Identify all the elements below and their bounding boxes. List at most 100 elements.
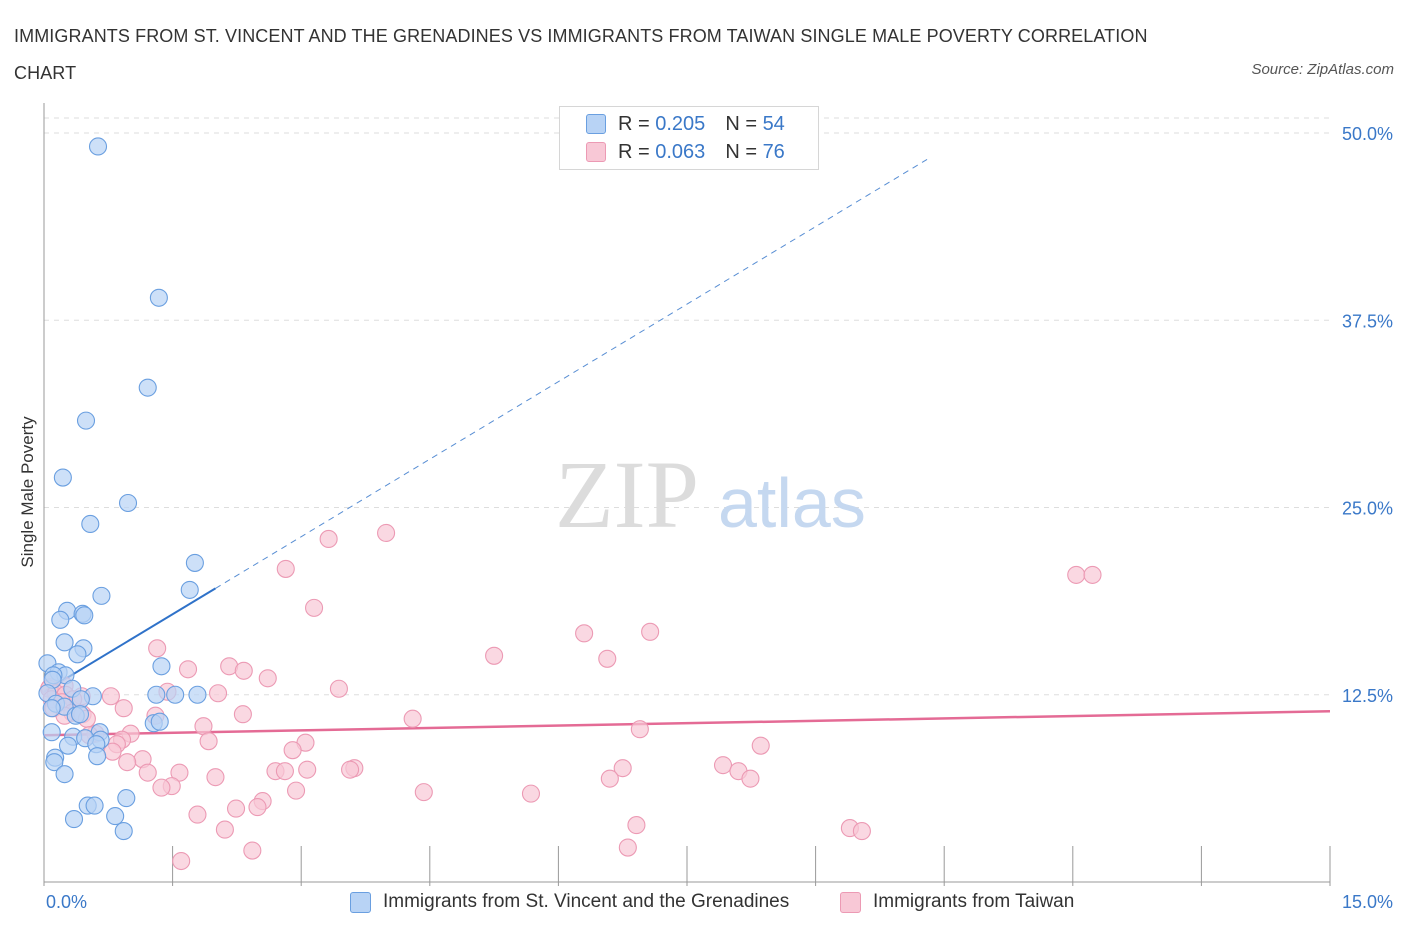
watermark: ZIP atlas	[555, 441, 866, 548]
point-taiwan	[305, 598, 324, 617]
legend-swatch-pink	[586, 142, 606, 162]
legend-r-value: 0.063	[655, 140, 706, 163]
point-vincent	[185, 553, 204, 572]
point-taiwan	[215, 820, 234, 839]
x-tick-label: 15.0%	[1342, 892, 1393, 912]
x-tick-label: 0.0%	[46, 892, 87, 912]
point-taiwan	[101, 687, 120, 706]
point-taiwan	[118, 753, 137, 772]
point-taiwan	[194, 717, 213, 736]
point-vincent	[75, 606, 94, 625]
point-vincent	[71, 690, 90, 709]
point-taiwan	[485, 646, 504, 665]
trend-line-taiwan	[43, 709, 1331, 737]
legend: R = 0.205 N = 54 R = 0.063 N = 76	[559, 106, 819, 170]
legend-row-pink: R = 0.063 N = 76	[586, 140, 785, 164]
point-taiwan	[329, 679, 348, 698]
point-taiwan	[575, 624, 594, 643]
point-vincent	[85, 796, 104, 815]
point-taiwan	[283, 741, 302, 760]
y-axis-label: Single Male Poverty	[18, 416, 37, 568]
point-taiwan	[248, 798, 267, 817]
point-vincent	[55, 633, 74, 652]
point-taiwan	[598, 649, 617, 668]
point-taiwan	[199, 732, 218, 751]
point-taiwan	[641, 622, 660, 641]
legend-r-label: R =	[618, 140, 650, 163]
bottom-legend-label: Immigrants from Taiwan	[873, 891, 1075, 912]
point-vincent	[81, 514, 100, 534]
bottom-legend-item-taiwan: Immigrants from Taiwan	[840, 889, 1074, 915]
point-taiwan	[152, 778, 171, 797]
legend-n-label: N =	[725, 140, 757, 163]
point-vincent	[180, 580, 199, 599]
point-vincent	[55, 765, 74, 784]
bottom-legend-item-vincent: Immigrants from St. Vincent and the Gren…	[350, 889, 789, 915]
point-vincent	[42, 723, 61, 742]
legend-r-label: R =	[618, 112, 650, 135]
point-taiwan	[114, 699, 133, 718]
point-vincent	[45, 753, 64, 772]
point-vincent	[92, 586, 111, 605]
point-vincent	[51, 610, 70, 629]
point-vincent	[88, 137, 108, 156]
point-taiwan	[234, 661, 253, 680]
point-vincent	[118, 493, 138, 513]
legend-row-blue: R = 0.205 N = 54	[586, 112, 785, 136]
point-vincent	[117, 789, 136, 808]
point-taiwan	[206, 768, 225, 787]
point-vincent	[70, 705, 90, 724]
point-taiwan	[1067, 565, 1086, 584]
point-taiwan	[341, 760, 360, 779]
bottom-legend-label: Immigrants from St. Vincent and the Gren…	[383, 891, 790, 912]
point-taiwan	[170, 763, 189, 782]
point-vincent	[188, 685, 207, 704]
point-vincent	[149, 288, 168, 307]
point-vincent	[114, 822, 133, 841]
bottom-legend-swatch-blue	[350, 891, 371, 913]
point-taiwan	[188, 805, 207, 824]
point-taiwan	[298, 760, 317, 779]
tick-labels: 12.5% 25.0% 37.5% 50.0% 0.0% 15.0%	[46, 124, 1393, 912]
point-vincent	[152, 657, 171, 676]
legend-swatch-blue	[586, 114, 606, 134]
point-vincent	[138, 378, 157, 397]
point-taiwan	[600, 769, 619, 788]
point-taiwan	[138, 763, 157, 782]
point-taiwan	[226, 799, 246, 818]
point-taiwan	[178, 660, 198, 679]
point-taiwan	[148, 639, 167, 658]
point-taiwan	[403, 709, 422, 728]
point-taiwan	[319, 529, 338, 549]
point-vincent	[68, 645, 87, 664]
bottom-legend-swatch-pink	[840, 891, 861, 913]
point-taiwan	[713, 756, 733, 775]
point-taiwan	[377, 523, 396, 543]
point-vincent	[42, 699, 61, 718]
y-tick-label: 37.5%	[1342, 311, 1393, 331]
point-taiwan	[618, 838, 637, 857]
legend-r-value: 0.205	[655, 112, 706, 135]
point-taiwan	[1083, 565, 1102, 584]
data-points	[38, 137, 1102, 871]
point-taiwan	[521, 784, 541, 803]
point-vincent	[150, 712, 169, 731]
legend-n-label: N =	[725, 112, 757, 135]
point-vincent	[53, 468, 72, 487]
grid-lines	[44, 117, 1330, 696]
point-vincent	[88, 747, 107, 766]
y-tick-label: 25.0%	[1342, 499, 1393, 519]
watermark-atlas: atlas	[718, 464, 866, 542]
point-taiwan	[208, 684, 228, 703]
point-vincent	[106, 807, 125, 826]
point-taiwan	[630, 720, 649, 739]
point-vincent	[166, 685, 185, 704]
point-taiwan	[414, 783, 433, 802]
point-vincent	[64, 810, 84, 829]
y-tick-label: 12.5%	[1342, 686, 1393, 706]
point-taiwan	[627, 816, 646, 835]
point-taiwan	[275, 762, 294, 781]
point-taiwan	[233, 705, 252, 724]
axes	[43, 103, 1331, 886]
